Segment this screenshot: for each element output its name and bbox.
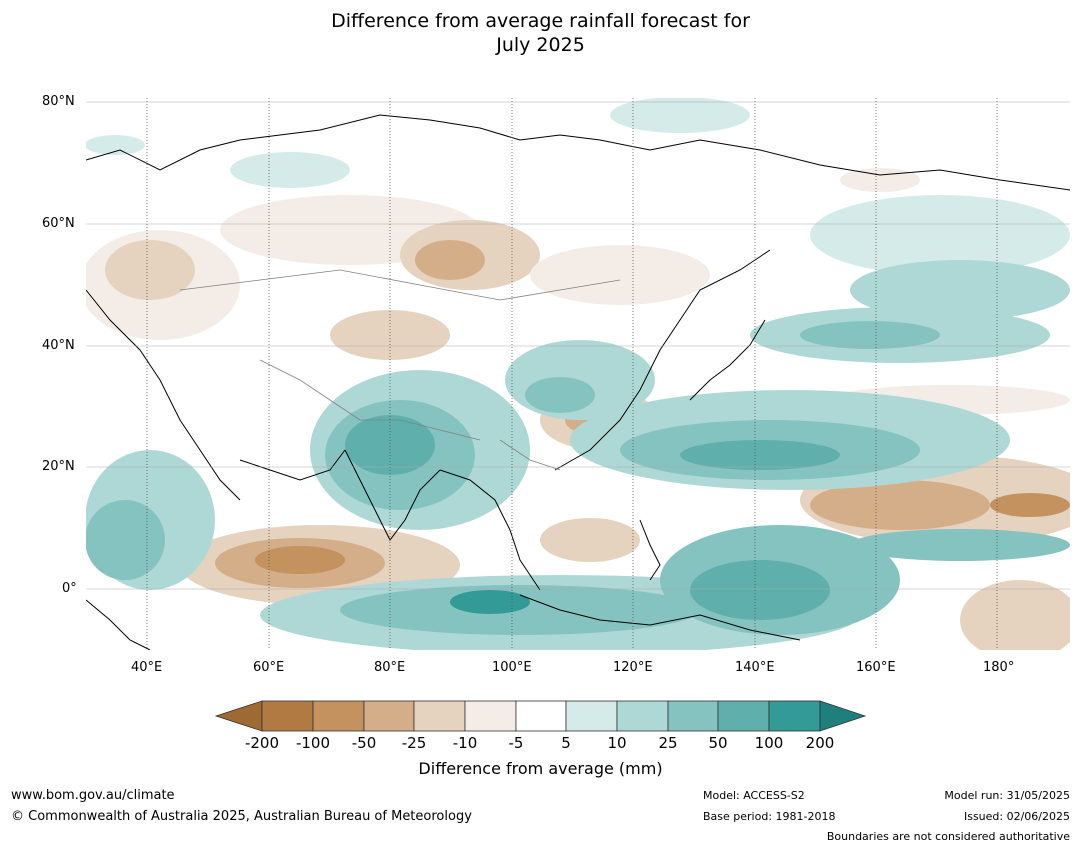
- lat-label-60n: 60°N: [42, 216, 75, 231]
- arabia-coast: [239, 449, 346, 481]
- wet-region-north-russia: [230, 152, 350, 188]
- lat-label-20n: 20°N: [42, 459, 75, 474]
- dry-region-far-east: [840, 168, 920, 192]
- lat-label-40n: 40°N: [42, 338, 75, 353]
- website-link[interactable]: www.bom.gov.au/climate: [11, 788, 175, 803]
- wet-region-north-pacific-core: [800, 321, 940, 349]
- colorbar-tick-label: -10: [452, 734, 478, 752]
- wet-region-indian-ocean-core: [450, 590, 530, 614]
- base-period: Base period: 1981-2018: [703, 810, 836, 823]
- boundaries-disclaimer: Boundaries are not considered authoritat…: [826, 830, 1070, 843]
- south-asia-border: [259, 359, 481, 441]
- wet-region-india-core: [345, 415, 435, 475]
- lat-label-0: 0°: [62, 581, 77, 596]
- dry-region-central-siberia-core: [415, 240, 485, 280]
- colorbar-bin-3: [363, 700, 415, 732]
- colorbar-bin-9: [667, 700, 719, 732]
- lon-label-80e: 80°E: [374, 660, 406, 675]
- colorbar-bin-4: [413, 700, 466, 732]
- colorbar-tick-label: 10: [607, 734, 627, 752]
- wet-region-bering: [810, 195, 1070, 275]
- colorbar-bin-6: [515, 700, 567, 732]
- lon-label-180: 180°: [983, 660, 1015, 675]
- colorbar-bin-2: [312, 700, 365, 732]
- colorbar-tick-label: 200: [805, 734, 835, 752]
- wet-region-west-pacific-north-core: [680, 440, 840, 470]
- china-coast: [554, 249, 771, 471]
- arctic-coast: [86, 114, 1070, 191]
- lon-label-160e: 160°E: [856, 660, 896, 675]
- colorbar-tick-label: 25: [658, 734, 678, 752]
- colorbar-bin-5: [464, 700, 517, 732]
- dry-region-mongolia: [530, 245, 710, 305]
- wet-region-north-pacific-a: [850, 260, 1070, 320]
- europe-africa-coast: [86, 289, 241, 501]
- lon-label-120e: 120°E: [613, 660, 653, 675]
- colorbar-tick-label: -50: [351, 734, 377, 752]
- lon-label-60e: 60°E: [253, 660, 285, 675]
- dry-region-south-pacific: [960, 580, 1070, 650]
- issued-date: Issued: 02/06/2025: [963, 810, 1070, 823]
- wet-region-east-china-core: [525, 377, 595, 413]
- dry-region-south-china-sea: [540, 518, 640, 562]
- coastlines: [86, 114, 1070, 650]
- philippines-coast: [639, 519, 661, 581]
- east-africa-coast: [86, 599, 151, 650]
- colorbar: [214, 700, 867, 732]
- colorbar-bin-11: [768, 700, 821, 732]
- chart-title: Difference from average rainfall forecas…: [0, 9, 1081, 57]
- latitude-gridlines: [86, 101, 1070, 590]
- lat-label-80n: 80°N: [42, 94, 75, 109]
- colorbar-bin-8: [616, 700, 669, 732]
- colorbar-tick-label: -25: [401, 734, 427, 752]
- copyright-text: © Commonwealth of Australia 2025, Austra…: [11, 809, 472, 824]
- longitude-gridlines: [146, 98, 998, 650]
- colorbar-arrow-low: [214, 700, 263, 732]
- southeast-asia-border: [499, 439, 561, 471]
- colorbar-bin-10: [717, 700, 770, 732]
- country-boundaries: [179, 269, 621, 471]
- japan-coast: [689, 319, 766, 401]
- colorbar-tick-label: -200: [244, 734, 280, 752]
- colorbar-tick-label: 5: [561, 734, 571, 752]
- wet-anomaly-regions: [86, 98, 1070, 650]
- wet-region-arctic: [610, 98, 750, 133]
- lon-label-40e: 40°E: [131, 660, 163, 675]
- dry-region-arabian-sea-core: [255, 546, 345, 574]
- colorbar-tick-label: 100: [754, 734, 784, 752]
- dry-region-west-pacific-core: [990, 493, 1070, 517]
- wet-region-pacific-band: [850, 529, 1070, 561]
- wet-region-maritime-continent-core: [690, 560, 830, 620]
- wet-region-scandinavia: [86, 135, 145, 155]
- lon-label-100e: 100°E: [492, 660, 532, 675]
- model-name: Model: ACCESS-S2: [703, 789, 805, 802]
- dry-region-europe-core: [105, 240, 195, 300]
- indochina-coast: [439, 469, 541, 591]
- colorbar-tick-label: 50: [708, 734, 728, 752]
- title-line-1: Difference from average rainfall forecas…: [331, 10, 750, 32]
- colorbar-tick-label: -100: [295, 734, 331, 752]
- colorbar-bin-1: [261, 700, 314, 732]
- colorbar-bin-7: [565, 700, 618, 732]
- wet-region-africa-core: [86, 500, 165, 580]
- lon-label-140e: 140°E: [735, 660, 775, 675]
- colorbar-tick-label: -5: [508, 734, 524, 752]
- colorbar-arrow-high: [819, 700, 867, 732]
- wet-region-indian-ocean-mid: [340, 585, 700, 635]
- indonesia-coast: [519, 594, 801, 641]
- colorbar-title: Difference from average (mm): [418, 759, 663, 778]
- dry-region-west-pacific-mid: [810, 480, 990, 530]
- model-run-date: Model run: 31/05/2025: [944, 789, 1070, 802]
- central-asia-border: [179, 269, 621, 301]
- title-line-2: July 2025: [496, 34, 585, 56]
